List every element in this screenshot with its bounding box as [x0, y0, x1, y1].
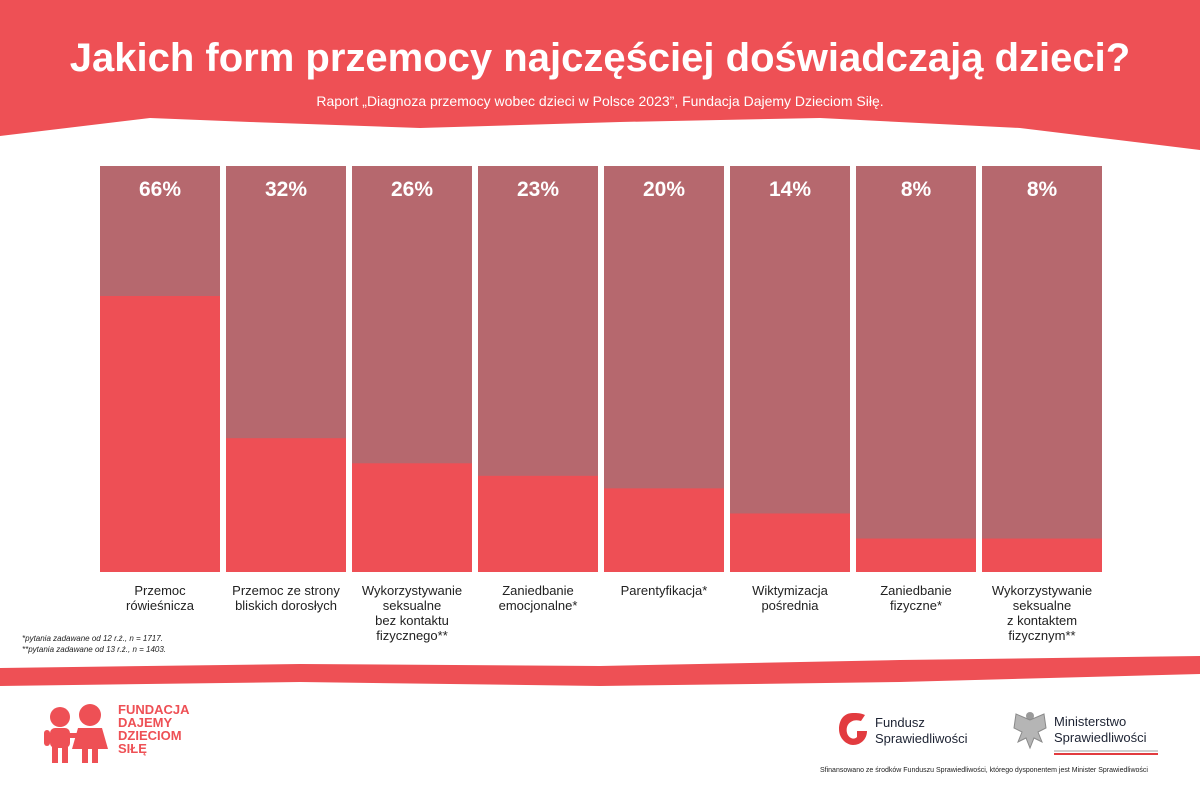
logo-text-line: DZIECIOM [118, 728, 182, 743]
category-label-line: Parentyfikacja* [620, 583, 708, 598]
eagle-emblem-icon [1013, 712, 1047, 750]
category-label: Przemoc rówieśnicza [98, 583, 222, 613]
category-label-line: fizycznego** [376, 628, 448, 643]
funding-note: Sfinansowano ze środków Funduszu Sprawie… [820, 767, 1148, 774]
ministerstwo-logo-text: Ministerstwo Sprawiedliwości [1054, 714, 1146, 746]
bar-value-label: 20% [643, 178, 685, 201]
category-label: Zaniedbanie emocjonalne* [476, 583, 600, 613]
logo-text-line: Sprawiedliwości [1054, 730, 1147, 745]
fundusz-logo-text: Fundusz Sprawiedliwości [875, 715, 967, 747]
category-label-line: emocjonalne* [498, 598, 578, 613]
page-title: Jakich form przemocy najczęściej doświad… [69, 36, 1131, 80]
logo-text-line: FUNDACJA [118, 702, 190, 717]
logo-text-line: DAJEMY [118, 715, 173, 730]
bar [730, 513, 850, 572]
header-band [0, 0, 1200, 150]
category-label-line: Wykorzystywanie [361, 583, 463, 598]
fundacja-logo: FUNDACJA DAJEMY DZIECIOM SIŁĘ [40, 703, 210, 765]
category-label-line: Przemoc [134, 583, 186, 598]
category-label-line: Wiktymizacja [752, 583, 828, 598]
bar-value-label: 8% [901, 178, 932, 201]
bar-value-label: 32% [265, 178, 307, 201]
category-label-line: seksualne [382, 598, 442, 613]
footnote: **pytania zadawane od 13 r.ż., n = 1403. [22, 645, 167, 654]
category-label: Wiktymizacja pośrednia [728, 583, 852, 613]
bar-value-label: 14% [769, 178, 811, 201]
bar [352, 463, 472, 572]
bar-value-label: 26% [391, 178, 433, 201]
category-label-line: Zaniedbanie [502, 583, 574, 598]
flag-stripe [1054, 750, 1158, 755]
category-label-line: bez kontaktu [375, 613, 449, 628]
ministerstwo-logo: Ministerstwo Sprawiedliwości [1010, 708, 1160, 758]
fundacja-logo-text: FUNDACJA DAJEMY DZIECIOM SIŁĘ [118, 703, 190, 755]
category-label-line: rówieśnicza [126, 598, 194, 613]
bar-chart: 66% 32% 26% 23% 20% 14% 8% 8% [100, 166, 1102, 572]
category-label-line: pośrednia [761, 598, 819, 613]
category-label-line: seksualne [1012, 598, 1072, 613]
bar-value-label: 8% [1027, 178, 1058, 201]
category-label-line: Wykorzystywanie [991, 583, 1093, 598]
logo-text-line: Ministerstwo [1054, 714, 1127, 729]
logo-text-line: Sprawiedliwości [875, 731, 968, 746]
bar [478, 475, 598, 572]
bar-background [856, 166, 976, 572]
footnotes: *pytania zadawane od 12 r.ż., n = 1717. … [22, 633, 166, 655]
category-label: Wykorzystywanie seksualne z kontaktem fizyc… [980, 583, 1104, 643]
fundusz-logo: Fundusz Sprawiedliwości [835, 709, 985, 753]
logo-text-line: Fundusz [875, 715, 925, 730]
category-label-line: Przemoc ze strony [232, 583, 340, 598]
bar-background [982, 166, 1102, 572]
fundusz-emblem-icon [839, 713, 867, 745]
category-label: Parentyfikacja* [602, 583, 726, 598]
logo-text-line: SIŁĘ [118, 741, 147, 756]
category-label: Przemoc ze strony bliskich dorosłych [224, 583, 348, 613]
bar [100, 296, 220, 572]
bar-value-label: 66% [139, 178, 181, 201]
category-label-line: fizyczne* [889, 598, 943, 613]
children-icon [44, 704, 108, 763]
bar [226, 438, 346, 572]
category-label-line: fizycznym** [1008, 628, 1076, 643]
bottom-band [0, 656, 1200, 686]
bar-background [730, 166, 850, 572]
bar [856, 538, 976, 572]
category-label-line: z kontaktem [1006, 613, 1078, 628]
category-label: Wykorzystywanie seksualne bez kontaktu fizy… [350, 583, 474, 643]
page-subtitle: Raport „Diagnoza przemocy wobec dzieci w… [316, 93, 884, 109]
bar [604, 488, 724, 572]
bar-value-label: 23% [517, 178, 559, 201]
category-label-line: bliskich dorosłych [235, 598, 337, 613]
footnote: *pytania zadawane od 12 r.ż., n = 1717. [22, 634, 163, 643]
category-label: Zaniedbanie fizyczne* [854, 583, 978, 613]
bar [982, 538, 1102, 572]
category-label-line: Zaniedbanie [880, 583, 952, 598]
